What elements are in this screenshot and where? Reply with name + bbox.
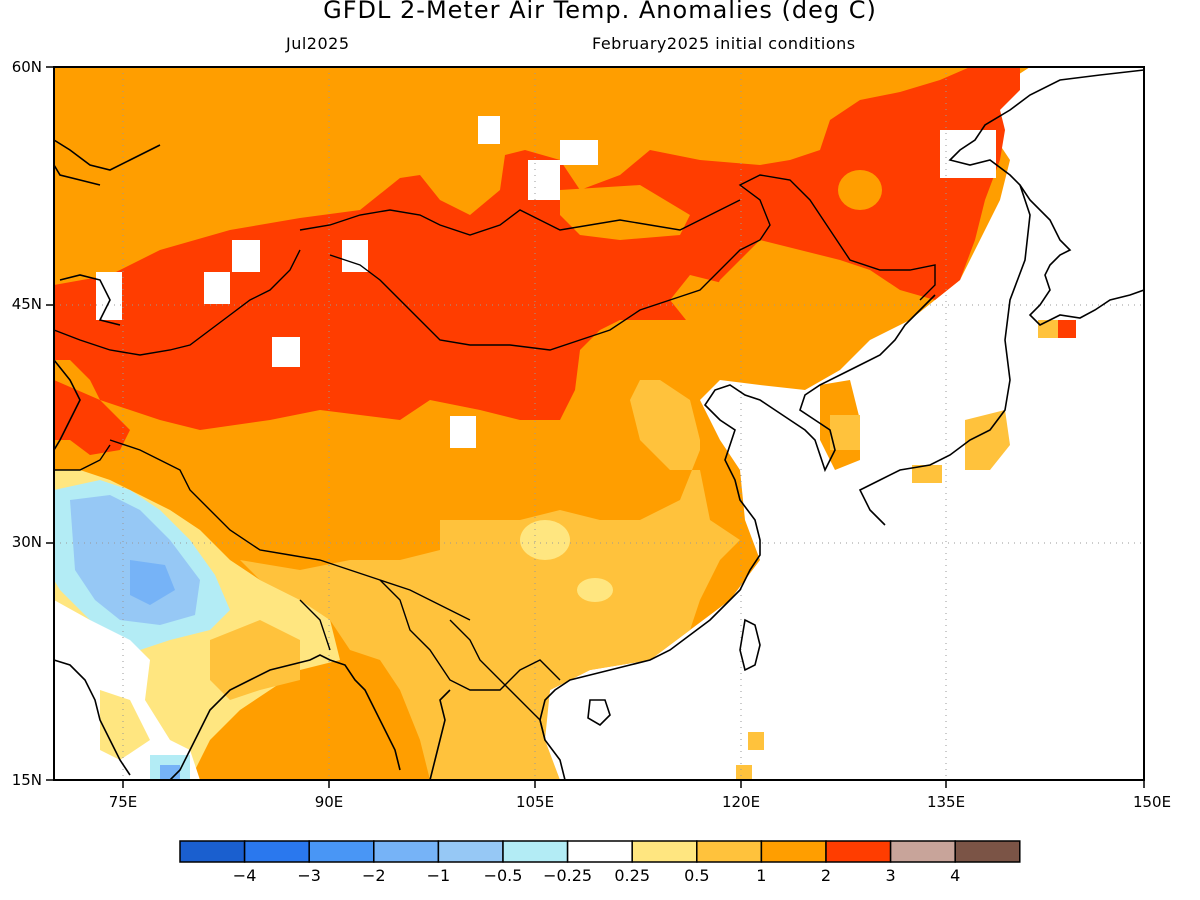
colorbar-label: −3 xyxy=(297,866,321,885)
valid-month-label: Jul2025 xyxy=(286,34,350,53)
colorbar xyxy=(179,840,1021,863)
lon-label-120e: 120E xyxy=(721,793,761,811)
lon-label-150e: 150E xyxy=(1132,793,1172,811)
luzon-anomaly xyxy=(748,732,764,750)
sea-mask xyxy=(940,130,996,178)
lake-mask xyxy=(560,140,598,165)
colorbar-label: −2 xyxy=(362,866,386,885)
lake-mask xyxy=(342,240,368,272)
colorbar-swatch xyxy=(373,840,440,863)
axis-ticks xyxy=(46,66,1145,788)
orange-pocket-amur xyxy=(838,170,882,210)
colorbar-swatch xyxy=(889,840,956,863)
red-pocket-west xyxy=(54,380,130,455)
colorbar-swatch xyxy=(696,840,763,863)
lat-label-15n: 15N xyxy=(11,771,42,789)
colorbar-label: 3 xyxy=(885,866,896,885)
colorbar-label: −0.25 xyxy=(543,866,593,885)
lake-mask xyxy=(232,240,260,272)
colorbar-swatch xyxy=(243,840,310,863)
lon-label-105e: 105E xyxy=(515,793,555,811)
lat-label-60n: 60N xyxy=(11,58,42,76)
colorbar-label: 0.25 xyxy=(614,866,650,885)
lat-label-30n: 30N xyxy=(11,533,42,551)
anomaly-region-neg2-to-neg1 xyxy=(130,560,175,605)
grid-lines xyxy=(54,67,1144,780)
initial-conditions-label: February2025 initial conditions xyxy=(592,34,856,53)
colorbar-label: −4 xyxy=(232,866,257,885)
orange-pocket-gobi xyxy=(670,275,730,325)
colorbar-swatch xyxy=(308,840,375,863)
colorbar-swatch xyxy=(954,840,1021,863)
cool-anomaly-south-india-core xyxy=(160,765,180,780)
lake-mask xyxy=(204,272,230,304)
hokkaido-strong-anomaly xyxy=(1058,320,1076,338)
light-anomaly-bengal xyxy=(210,620,300,700)
lake-mask xyxy=(272,337,300,367)
light-anomaly-north-china xyxy=(635,382,675,418)
korea-light-anomaly xyxy=(830,415,860,450)
coastlines xyxy=(53,69,1145,781)
lon-label-75e: 75E xyxy=(108,793,138,811)
colorbar-swatch xyxy=(179,840,246,863)
lon-label-135e: 135E xyxy=(926,793,966,811)
country-borders xyxy=(53,174,936,741)
colorbar-swatch xyxy=(437,840,504,863)
colorbar-swatch xyxy=(631,840,698,863)
colorbar-label: −1 xyxy=(426,866,451,885)
colorbar-label: −0.5 xyxy=(483,866,523,885)
weak-anomaly-deccan xyxy=(100,690,150,760)
lake-mask xyxy=(528,160,560,200)
colorbar-label: 2 xyxy=(820,866,832,885)
colorbar-swatch xyxy=(825,840,892,863)
colorbar-label: 4 xyxy=(950,866,961,885)
colorbar-label: 0.5 xyxy=(684,866,710,885)
map-title: GFDL 2-Meter Air Temp. Anomalies (deg C) xyxy=(323,0,877,24)
colorbar-swatch xyxy=(502,840,569,863)
lon-label-90e: 90E xyxy=(314,793,344,811)
lake-mask xyxy=(450,416,476,448)
neutral-region-india xyxy=(54,600,200,780)
weak-anomaly-guizhou xyxy=(577,578,613,602)
colorbar-swatch xyxy=(566,840,633,863)
lat-label-45n: 45N xyxy=(11,295,42,313)
japan-anomaly xyxy=(965,410,1010,470)
lake-mask xyxy=(478,116,500,144)
anomaly-shading xyxy=(54,67,1144,780)
anomaly-region-0.5-to-1 xyxy=(240,380,740,780)
colorbar-label: 1 xyxy=(756,866,767,885)
colorbar-swatch xyxy=(760,840,827,863)
japan-south-anomaly xyxy=(912,465,942,483)
luzon-south-anomaly xyxy=(736,765,752,780)
map-frame xyxy=(53,66,1145,781)
weak-anomaly-sichuan xyxy=(520,520,570,560)
